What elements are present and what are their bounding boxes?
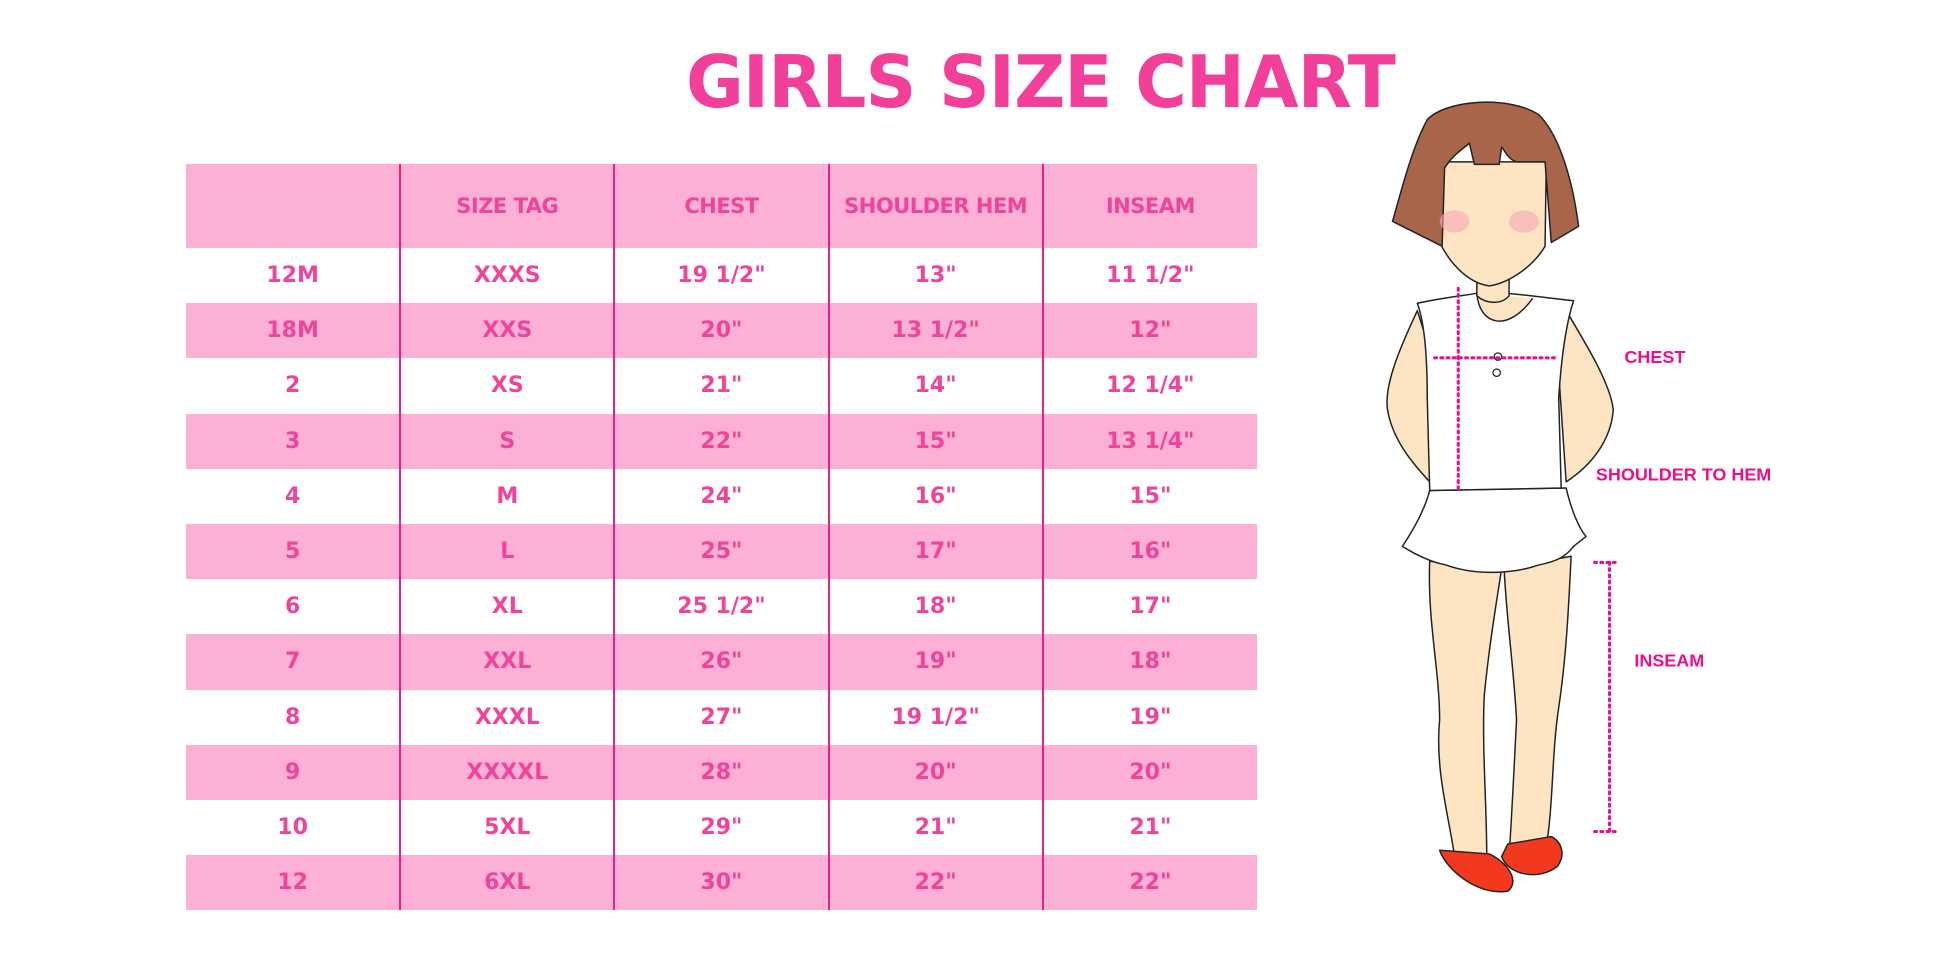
cell-inseam: 12 1/4" xyxy=(1041,358,1257,414)
header-size-tag: SIZE TAG xyxy=(399,164,615,248)
ruffle-skirt xyxy=(1401,487,1587,574)
cell-inseam: 18" xyxy=(1041,634,1257,690)
cell-size-tag: S xyxy=(399,413,615,469)
table-row: 6 XL 25 1/2" 18" 17" xyxy=(186,579,1257,635)
button-2 xyxy=(1492,368,1502,378)
cell-chest: 20" xyxy=(613,303,829,359)
cell-size-tag: XXXXL xyxy=(399,744,615,800)
hair xyxy=(1391,101,1580,247)
table-header-row: SIZE TAG CHEST SHOULDER HEM INSEAM xyxy=(186,164,1257,248)
face xyxy=(1436,161,1548,287)
cell-size-tag: XXS xyxy=(399,303,615,359)
cell-shoulder-hem: 19" xyxy=(827,634,1043,690)
cell-inseam: 16" xyxy=(1041,523,1257,580)
size-chart-table: SIZE TAG CHEST SHOULDER HEM INSEAM 12M XX… xyxy=(186,164,1257,911)
table-row: 12M XXXS 19 1/2" 13" 11 1/2" xyxy=(186,248,1257,304)
cell-inseam: 11 1/2" xyxy=(1041,248,1257,304)
cell-age: 6 xyxy=(284,594,301,620)
cell-inseam: 17" xyxy=(1041,579,1257,635)
right-arm xyxy=(1557,309,1615,483)
cell-age: 3 xyxy=(284,428,301,454)
cell-chest: 27" xyxy=(613,689,829,745)
cell-chest: 25 1/2" xyxy=(613,579,829,635)
cell-chest: 19 1/2" xyxy=(613,248,829,304)
cell-age: 4 xyxy=(284,483,301,509)
header-chest: CHEST xyxy=(613,164,829,248)
left-leg xyxy=(1428,560,1503,858)
cell-age: 12M xyxy=(266,263,319,289)
cell-chest: 30" xyxy=(613,855,829,911)
cell-chest: 25" xyxy=(613,523,829,580)
header-blank xyxy=(186,164,400,248)
cell-age: 18M xyxy=(266,318,319,344)
table-row: 12 6XL 30" 22" 22" xyxy=(186,855,1257,911)
cell-size-tag: 5XL xyxy=(399,799,615,856)
cell-age: 8 xyxy=(284,704,301,730)
table-row: 18M XXS 20" 13 1/2" 12" xyxy=(186,303,1257,359)
table-row: 2 XS 21" 14" 12 1/4" xyxy=(186,358,1257,414)
cell-size-tag: XL xyxy=(399,579,615,635)
cell-age: 7 xyxy=(284,649,301,675)
cell-age: 10 xyxy=(277,814,308,840)
header-shoulder-hem: SHOULDER HEM xyxy=(827,164,1043,248)
cell-inseam: 13 1/4" xyxy=(1041,413,1257,469)
table-row: 10 5XL 29" 21" 21" xyxy=(186,799,1257,856)
cell-chest: 22" xyxy=(613,413,829,469)
cell-age: 5 xyxy=(284,539,301,565)
cell-shoulder-hem: 21" xyxy=(827,799,1043,856)
cell-shoulder-hem: 13 1/2" xyxy=(827,303,1043,359)
right-shoe xyxy=(1500,835,1563,876)
cell-age: 2 xyxy=(284,373,301,399)
cell-inseam: 20" xyxy=(1041,744,1257,800)
cell-chest: 28" xyxy=(613,744,829,800)
cell-shoulder-hem: 22" xyxy=(827,855,1043,911)
cell-size-tag: M xyxy=(399,468,615,524)
cell-shoulder-hem: 18" xyxy=(827,579,1043,635)
inseam-label: INSEAM xyxy=(1634,651,1704,671)
cell-age: 9 xyxy=(284,759,301,785)
cell-inseam: 21" xyxy=(1041,799,1257,856)
cell-size-tag: XXXL xyxy=(399,689,615,745)
cell-inseam: 22" xyxy=(1041,855,1257,911)
table-row: 3 S 22" 15" 13 1/4" xyxy=(186,413,1257,469)
cell-size-tag: XXL xyxy=(399,634,615,690)
table-row: 4 M 24" 16" 15" xyxy=(186,468,1257,524)
cell-age: 12 xyxy=(277,870,308,896)
cell-inseam: 15" xyxy=(1041,468,1257,524)
cell-shoulder-hem: 16" xyxy=(827,468,1043,524)
table-row: 9 XXXXL 28" 20" 20" xyxy=(186,744,1257,800)
cell-chest: 29" xyxy=(613,799,829,856)
left-arm xyxy=(1386,309,1438,483)
table-row: 8 XXXL 27" 19 1/2" 19" xyxy=(186,689,1257,745)
page-title: GIRLS SIZE CHART xyxy=(686,40,1396,124)
cell-chest: 24" xyxy=(613,468,829,524)
shirt xyxy=(1416,292,1575,492)
cell-inseam: 12" xyxy=(1041,303,1257,359)
chest-label: CHEST xyxy=(1624,347,1685,367)
left-shoe xyxy=(1438,849,1514,893)
cell-shoulder-hem: 15" xyxy=(827,413,1043,469)
table-row: 7 XXL 26" 19" 18" xyxy=(186,634,1257,690)
cell-size-tag: XS xyxy=(399,358,615,414)
cell-size-tag: XXXS xyxy=(399,248,615,304)
cell-shoulder-hem: 17" xyxy=(827,523,1043,580)
cell-chest: 26" xyxy=(613,634,829,690)
header-inseam: INSEAM xyxy=(1041,164,1257,248)
girl-measurement-illustration: CHEST SHOULDER TO HEM INSEAM xyxy=(1386,101,1771,893)
right-leg xyxy=(1503,555,1572,858)
shoulder-to-hem-label: SHOULDER TO HEM xyxy=(1596,465,1771,485)
cell-chest: 21" xyxy=(613,358,829,414)
cell-size-tag: L xyxy=(399,523,615,580)
cell-shoulder-hem: 13" xyxy=(827,248,1043,304)
cell-size-tag: 6XL xyxy=(399,855,615,911)
cell-shoulder-hem: 19 1/2" xyxy=(827,689,1043,745)
cell-shoulder-hem: 14" xyxy=(827,358,1043,414)
table-row: 5 L 25" 17" 16" xyxy=(186,523,1257,580)
cell-shoulder-hem: 20" xyxy=(827,744,1043,800)
cell-inseam: 19" xyxy=(1041,689,1257,745)
